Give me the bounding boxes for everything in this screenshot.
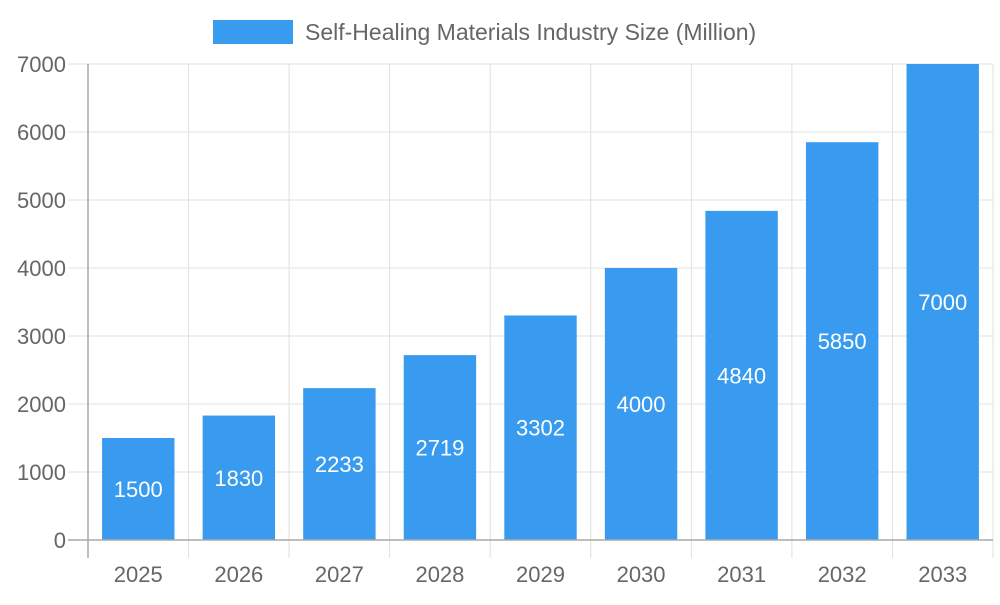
data-label: 3302 bbox=[516, 416, 565, 441]
data-label: 5850 bbox=[818, 329, 867, 354]
x-tick-label: 2032 bbox=[818, 562, 867, 587]
y-tick-label: 1000 bbox=[17, 460, 66, 485]
data-label: 1500 bbox=[114, 477, 163, 502]
data-label: 2719 bbox=[415, 436, 464, 461]
y-tick-label: 4000 bbox=[17, 256, 66, 281]
bars: 1500 1830 2233 2719 3302 4000 4840 5850 7000 bbox=[102, 64, 979, 540]
x-tick-label: 2027 bbox=[315, 562, 364, 587]
legend-swatch bbox=[213, 20, 293, 44]
bar bbox=[705, 210, 778, 540]
x-tick-label: 2033 bbox=[918, 562, 967, 587]
y-tick-label: 5000 bbox=[17, 188, 66, 213]
legend[interactable]: Self-Healing Materials Industry Size (Mi… bbox=[213, 19, 756, 45]
data-label: 4840 bbox=[717, 363, 766, 388]
bar bbox=[403, 355, 477, 540]
bar bbox=[303, 388, 376, 540]
x-tick-label: 2031 bbox=[717, 562, 766, 587]
y-tick-label: 2000 bbox=[17, 392, 66, 417]
bar bbox=[202, 415, 276, 540]
x-tick-label: 2025 bbox=[114, 562, 163, 587]
legend-label: Self-Healing Materials Industry Size (Mi… bbox=[305, 19, 756, 45]
bar bbox=[604, 268, 678, 540]
axes: 0 1000 2000 3000 4000 5000 6000 7000 2025 2026 202… bbox=[17, 52, 993, 587]
x-tick-label: 2028 bbox=[415, 562, 464, 587]
bar bbox=[102, 438, 175, 540]
data-label: 4000 bbox=[617, 392, 666, 417]
x-tick-label: 2029 bbox=[516, 562, 565, 587]
data-label: 2233 bbox=[315, 452, 364, 477]
y-tick-label: 6000 bbox=[17, 120, 66, 145]
x-tick-label: 2030 bbox=[617, 562, 666, 587]
x-tick-label: 2026 bbox=[214, 562, 263, 587]
y-tick-label: 3000 bbox=[17, 324, 66, 349]
bar bbox=[805, 142, 879, 540]
data-label: 1830 bbox=[214, 466, 263, 491]
bar bbox=[504, 315, 577, 540]
y-tick-label: 7000 bbox=[17, 52, 66, 77]
data-label: 7000 bbox=[918, 290, 967, 315]
y-tick-label: 0 bbox=[54, 528, 66, 553]
grid bbox=[68, 63, 994, 558]
bar bbox=[906, 64, 979, 540]
